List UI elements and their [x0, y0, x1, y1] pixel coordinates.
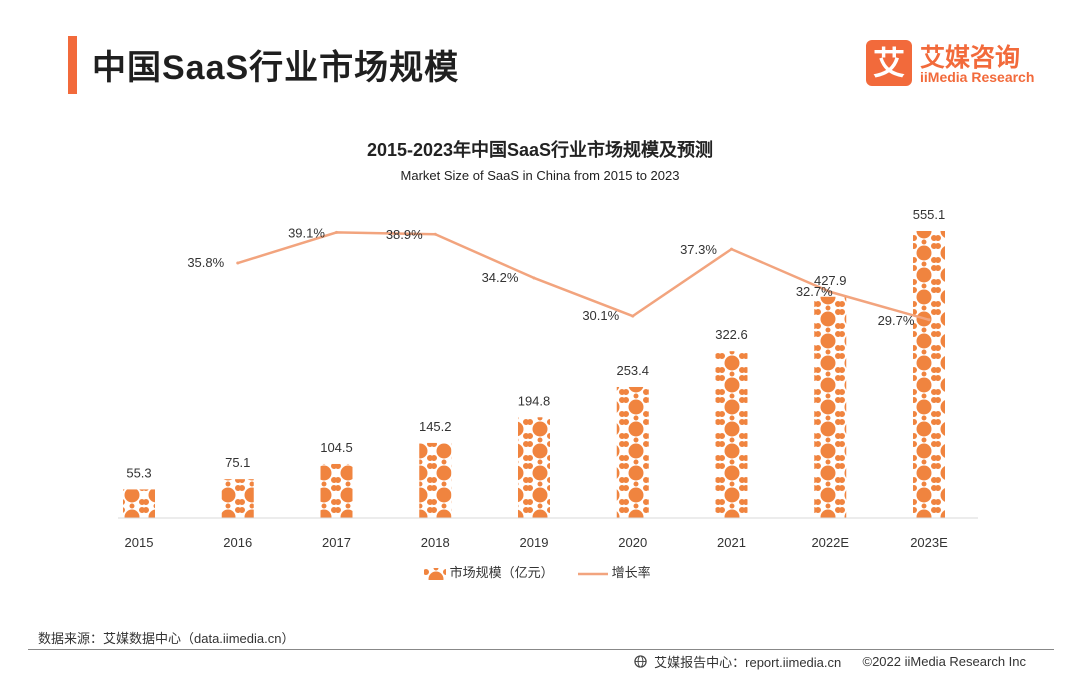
globe-icon	[633, 655, 647, 668]
growth-rate-point-2017	[335, 230, 338, 234]
growth-rate-label-2019: 34.2%	[482, 270, 519, 285]
bar-2019	[518, 417, 550, 518]
growth-rate-label-2023E: 29.7%	[878, 313, 915, 328]
x-tick-label-2016: 2016	[223, 535, 252, 550]
growth-rate-point-2023E	[927, 318, 931, 322]
x-tick-label-2022E: 2022E	[811, 535, 849, 550]
growth-rate-label-2022E: 32.7%	[796, 284, 833, 299]
chart-subtitle: Market Size of SaaS in China from 2015 t…	[400, 168, 680, 183]
logo-chinese-name: 艾媒咨询	[920, 44, 1021, 72]
bar-2018	[419, 442, 452, 518]
bar-2015	[123, 489, 155, 518]
bar-value-label-2018: 145.2	[419, 419, 452, 434]
bar-2016	[221, 479, 254, 518]
iimedia-logo: 艾 艾媒咨询 iiMedia Research	[866, 38, 1036, 90]
bar-value-label-2023E: 555.1	[913, 207, 946, 222]
bar-2023E	[913, 231, 945, 518]
bar-value-label-2021: 322.6	[715, 327, 748, 342]
growth-rate-point-2018	[433, 232, 437, 236]
page-title: 中国SaaS行业市场规模	[92, 49, 460, 87]
legend-swatch-line	[578, 572, 608, 575]
logo-mark: 艾	[866, 40, 912, 86]
legend-swatch-bar	[424, 567, 446, 580]
legend-label-market-size: 市场规模（亿元）	[449, 565, 554, 580]
title-accent-bar	[68, 36, 77, 94]
bar-value-label-2022E: 427.9	[814, 273, 847, 288]
legend-item-growth-rate: 增长率	[578, 562, 651, 581]
bar-2021	[715, 351, 748, 518]
x-tick-label-2015: 2015	[125, 535, 154, 550]
legend-label-growth-rate: 增长率	[611, 565, 651, 580]
x-tick-label-2018: 2018	[421, 535, 450, 550]
growth-rate-point-2021	[730, 247, 733, 251]
growth-rate-label-2020: 30.1%	[582, 308, 619, 323]
growth-rate-label-2018: 38.9%	[386, 227, 423, 242]
data-source: 数据来源：艾媒数据中心（data.iimedia.cn）	[38, 631, 295, 646]
copyright-text: ©2022 iiMedia Research Inc	[862, 654, 1027, 669]
bar-value-label-2016: 75.1	[225, 455, 250, 470]
growth-rate-line	[237, 231, 930, 321]
x-tick-label-2017: 2017	[322, 535, 351, 550]
logo-english-name: iiMedia Research	[920, 69, 1035, 85]
bar-value-label-2015: 55.3	[126, 465, 151, 480]
growth-rate-label-2021: 37.3%	[680, 242, 717, 257]
report-center-link[interactable]: 艾媒报告中心：report.iimedia.cn	[654, 655, 842, 670]
bar-value-label-2019: 194.8	[518, 393, 551, 408]
footer-divider	[28, 649, 1054, 650]
bar-value-label-2020: 253.4	[616, 363, 649, 378]
bar-2017	[320, 463, 353, 518]
legend-item-market-size: 市场规模（亿元）	[424, 562, 554, 581]
x-tick-label-2023E: 2023E	[910, 535, 948, 550]
growth-rate-point-2016	[236, 261, 240, 265]
bar-value-label-2017: 104.5	[320, 440, 353, 455]
growth-rate-point-2020	[631, 314, 635, 318]
growth-rate-label-2016: 35.8%	[187, 255, 224, 270]
footer-info: 艾媒报告中心：report.iimedia.cn ©2022 iiMedia R…	[633, 652, 1027, 671]
growth-rate-point-2022E	[828, 290, 832, 294]
bar-2022E	[814, 296, 847, 518]
chart-title: 2015-2023年中国SaaS行业市场规模及预测	[366, 140, 714, 160]
bar-2020	[616, 386, 649, 518]
x-tick-label-2020: 2020	[618, 535, 647, 550]
growth-rate-point-2019	[532, 276, 536, 280]
x-tick-label-2021: 2021	[717, 535, 746, 550]
growth-rate-label-2017: 39.1%	[288, 225, 325, 240]
x-tick-label-2019: 2019	[520, 535, 549, 550]
